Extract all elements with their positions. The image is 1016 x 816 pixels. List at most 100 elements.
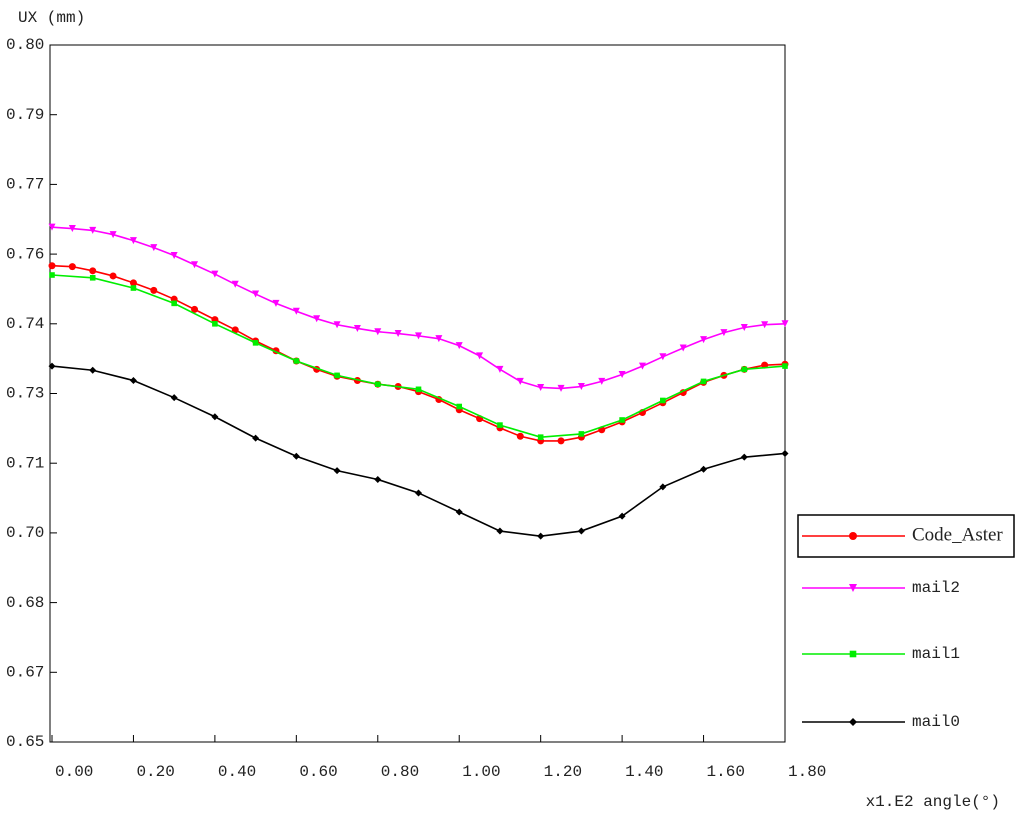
x-tick-label: 1.80 (788, 763, 826, 781)
marker (313, 315, 321, 323)
marker (89, 366, 97, 374)
marker (415, 386, 422, 393)
y-tick-label: 0.77 (6, 176, 44, 194)
x-axis-label: x1.E2 angle(°) (866, 793, 1000, 811)
marker (638, 362, 646, 370)
y-tick-label: 0.79 (6, 106, 44, 124)
marker (700, 378, 707, 385)
marker (68, 225, 76, 233)
x-tick-label: 0.00 (55, 763, 93, 781)
marker (578, 431, 585, 437)
marker (537, 383, 545, 391)
marker (557, 437, 565, 445)
marker (415, 332, 422, 340)
marker (129, 376, 137, 384)
marker (89, 226, 97, 234)
series-line (51, 274, 786, 438)
marker (191, 261, 199, 269)
marker (781, 320, 789, 328)
marker (537, 434, 544, 440)
marker (394, 330, 402, 338)
y-tick-label: 0.67 (6, 664, 44, 682)
marker (374, 475, 382, 483)
marker (89, 267, 97, 275)
marker (618, 512, 626, 520)
marker (170, 251, 178, 259)
marker (211, 270, 219, 278)
x-tick-label: 1.40 (625, 763, 663, 781)
marker (700, 465, 708, 473)
marker (476, 352, 484, 360)
marker (577, 527, 585, 535)
series-line (51, 226, 786, 390)
marker (577, 383, 585, 391)
marker (782, 363, 788, 369)
marker (455, 342, 463, 350)
marker (252, 340, 259, 346)
marker (212, 321, 218, 327)
legend-label: mail0 (912, 713, 960, 731)
marker (150, 244, 158, 252)
marker (292, 307, 300, 315)
marker (741, 366, 748, 373)
marker (598, 377, 606, 385)
marker (659, 353, 667, 361)
marker (619, 417, 625, 423)
legend-label: mail1 (912, 645, 960, 663)
marker (129, 279, 137, 287)
marker (516, 377, 524, 385)
marker (292, 452, 300, 460)
marker (456, 403, 463, 410)
marker (49, 272, 55, 278)
y-tick-label: 0.76 (6, 245, 44, 263)
y-tick-label: 0.65 (6, 733, 44, 751)
marker (109, 231, 117, 239)
marker (516, 432, 524, 440)
marker (48, 362, 56, 370)
marker (660, 397, 666, 404)
marker (497, 422, 503, 428)
marker (353, 324, 361, 332)
marker (435, 335, 443, 343)
marker (496, 527, 504, 535)
marker (48, 223, 56, 231)
y-axis-label: UX (mm) (18, 9, 85, 27)
marker (252, 434, 260, 442)
marker (557, 384, 565, 392)
marker (191, 305, 199, 313)
x-tick-label: 1.00 (462, 763, 500, 781)
marker (150, 286, 158, 294)
marker (618, 370, 626, 378)
marker (333, 467, 341, 475)
marker (231, 280, 239, 288)
marker (455, 508, 463, 516)
marker (89, 274, 96, 281)
legend-marker (849, 532, 857, 540)
marker (537, 532, 545, 540)
marker (171, 300, 177, 307)
x-tick-label: 1.60 (707, 763, 745, 781)
marker (700, 336, 708, 344)
marker (679, 344, 687, 352)
marker (252, 290, 260, 298)
marker (374, 328, 382, 336)
x-tick-label: 1.20 (544, 763, 582, 781)
x-tick-label: 0.80 (381, 763, 419, 781)
marker (415, 489, 422, 497)
marker (333, 321, 341, 329)
marker (659, 483, 667, 491)
marker (740, 324, 748, 332)
marker (740, 453, 748, 461)
y-tick-label: 0.73 (6, 385, 44, 403)
legend-label: mail2 (912, 579, 960, 597)
marker (761, 321, 769, 329)
marker (720, 329, 728, 337)
marker (496, 365, 504, 373)
y-tick-label: 0.74 (6, 315, 44, 333)
x-tick-label: 0.40 (218, 763, 256, 781)
marker (109, 272, 117, 280)
marker (211, 413, 219, 421)
y-tick-label: 0.68 (6, 594, 44, 612)
y-tick-label: 0.80 (6, 36, 44, 54)
